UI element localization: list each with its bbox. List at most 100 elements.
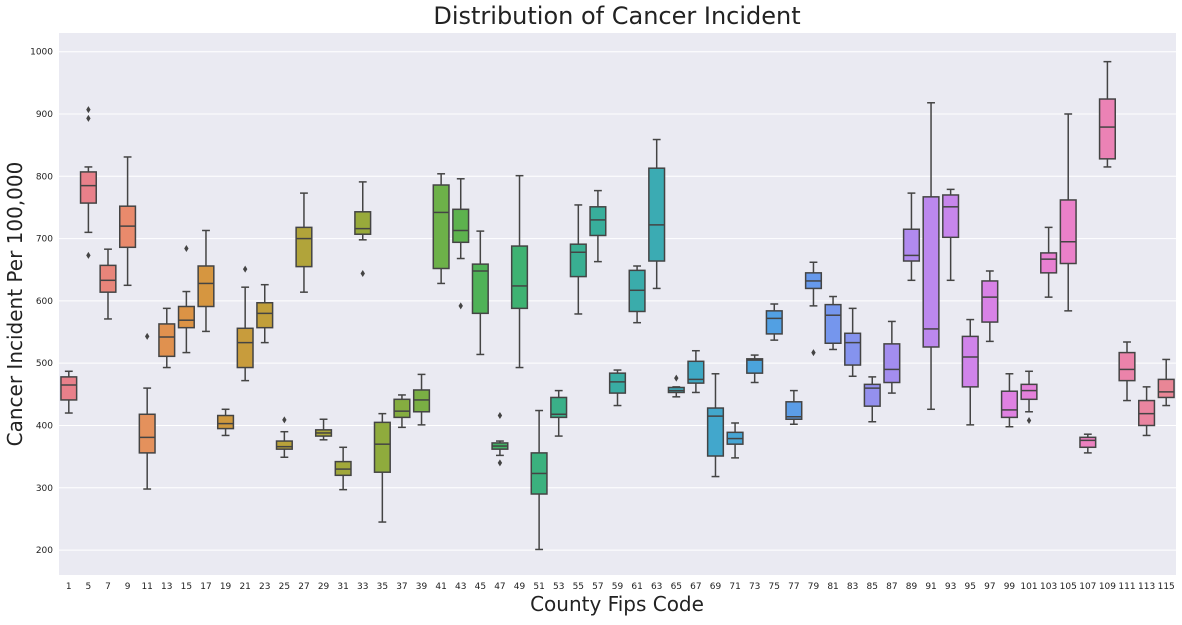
x-tick-label: 45 [475, 582, 486, 592]
boxes [60, 60, 1175, 551]
outlier-point [497, 412, 503, 420]
x-tick-label: 89 [906, 582, 918, 592]
box-iqr [1000, 390, 1019, 419]
box-group-77 [785, 389, 803, 425]
box-group-109 [1098, 60, 1117, 168]
y-tick-label: 600 [36, 297, 53, 307]
box-iqr [99, 264, 117, 293]
y-tick-label: 300 [36, 484, 53, 494]
y-tick-labels: 200 300 400 500 600 700 800 900 1000 [30, 48, 53, 556]
box-iqr [569, 243, 587, 278]
box-group-81 [824, 295, 842, 351]
x-tick-label: 65 [671, 582, 682, 592]
box-iqr [432, 184, 450, 270]
x-tick-label: 55 [573, 582, 584, 592]
x-tick-label: 9 [125, 582, 131, 592]
outlier-point [144, 332, 150, 340]
box-group-27 [295, 192, 313, 293]
box-iqr [824, 303, 842, 344]
x-tick-label: 63 [651, 582, 662, 592]
box-group-55 [569, 204, 587, 315]
box-iqr [589, 206, 607, 237]
x-tick-label: 35 [377, 582, 388, 592]
box-group-17 [197, 229, 215, 333]
box-group-9 [118, 156, 137, 287]
x-tick-label: 83 [847, 582, 858, 592]
box-iqr [471, 263, 489, 315]
x-tick-label: 101 [1020, 582, 1037, 592]
x-tick-label: 105 [1060, 582, 1077, 592]
box-group-23 [256, 283, 274, 344]
box-group-63 [648, 138, 666, 290]
box-iqr [1079, 436, 1097, 449]
box-iqr [765, 310, 783, 335]
x-tick-label: 103 [1040, 582, 1057, 592]
box-group-91 [922, 102, 940, 411]
box-group-107 [1079, 433, 1097, 454]
box-group-31 [334, 446, 352, 491]
box-group-29 [314, 418, 333, 441]
x-tick-label: 67 [690, 582, 701, 592]
box-group-115 [1157, 358, 1175, 407]
x-tick-label: 21 [239, 582, 250, 592]
box-group-97 [981, 270, 999, 343]
x-tick-label: 29 [318, 582, 330, 592]
y-tick-label: 900 [36, 110, 53, 120]
box-group-101 [1020, 370, 1038, 424]
box-iqr [1059, 199, 1077, 265]
x-axis-label: County Fips Code [530, 592, 704, 616]
box-iqr [79, 171, 97, 204]
box-iqr [295, 226, 313, 268]
box-group-7 [99, 248, 117, 320]
box-group-87 [883, 320, 901, 394]
box-group-49 [510, 174, 529, 369]
box-group-67 [687, 349, 705, 394]
outlier-point [497, 459, 503, 467]
box-iqr [393, 398, 411, 419]
box-iqr [981, 280, 999, 323]
box-group-69 [706, 373, 725, 478]
outlier-point [242, 265, 248, 273]
x-tick-label: 5 [86, 582, 92, 592]
chart-title: Distribution of Cancer Incident [433, 2, 800, 30]
x-tick-label: 107 [1079, 582, 1096, 592]
x-tick-label: 23 [259, 582, 270, 592]
x-tick-label: 73 [749, 582, 760, 592]
box-iqr [648, 167, 666, 262]
x-tick-label: 15 [181, 582, 192, 592]
x-tick-label: 33 [357, 582, 368, 592]
outlier-point [1026, 416, 1032, 424]
box-group-73 [746, 354, 764, 384]
box-group-105 [1059, 113, 1077, 312]
box-group-59 [608, 369, 627, 407]
box-iqr [197, 265, 215, 308]
x-tick-label: 13 [161, 582, 172, 592]
box-group-5 [79, 106, 97, 259]
outlier-point [184, 245, 189, 253]
outlier-point [674, 374, 679, 382]
box-iqr [687, 360, 705, 384]
box-iqr [1157, 378, 1175, 399]
x-tick-label: 85 [867, 582, 878, 592]
box-group-93 [942, 188, 960, 282]
x-tick-label: 11 [141, 582, 152, 592]
x-tick-label: 77 [788, 582, 799, 592]
outlier-point [811, 349, 816, 357]
box-iqr [60, 376, 78, 401]
x-tick-label: 91 [925, 582, 936, 592]
outlier-point [86, 114, 91, 122]
x-tick-label: 49 [514, 582, 526, 592]
box-group-45 [471, 230, 489, 356]
box-iqr [863, 383, 881, 407]
x-tick-label: 93 [945, 582, 956, 592]
x-tick-label: 51 [533, 582, 544, 592]
box-iqr [902, 228, 921, 262]
box-group-11 [138, 332, 156, 490]
x-tick-label: 69 [710, 582, 722, 592]
box-iqr [942, 194, 960, 239]
box-group-19 [216, 408, 235, 437]
x-tick-label: 109 [1099, 582, 1116, 592]
x-tick-label: 53 [553, 582, 564, 592]
box-iqr [158, 323, 176, 358]
